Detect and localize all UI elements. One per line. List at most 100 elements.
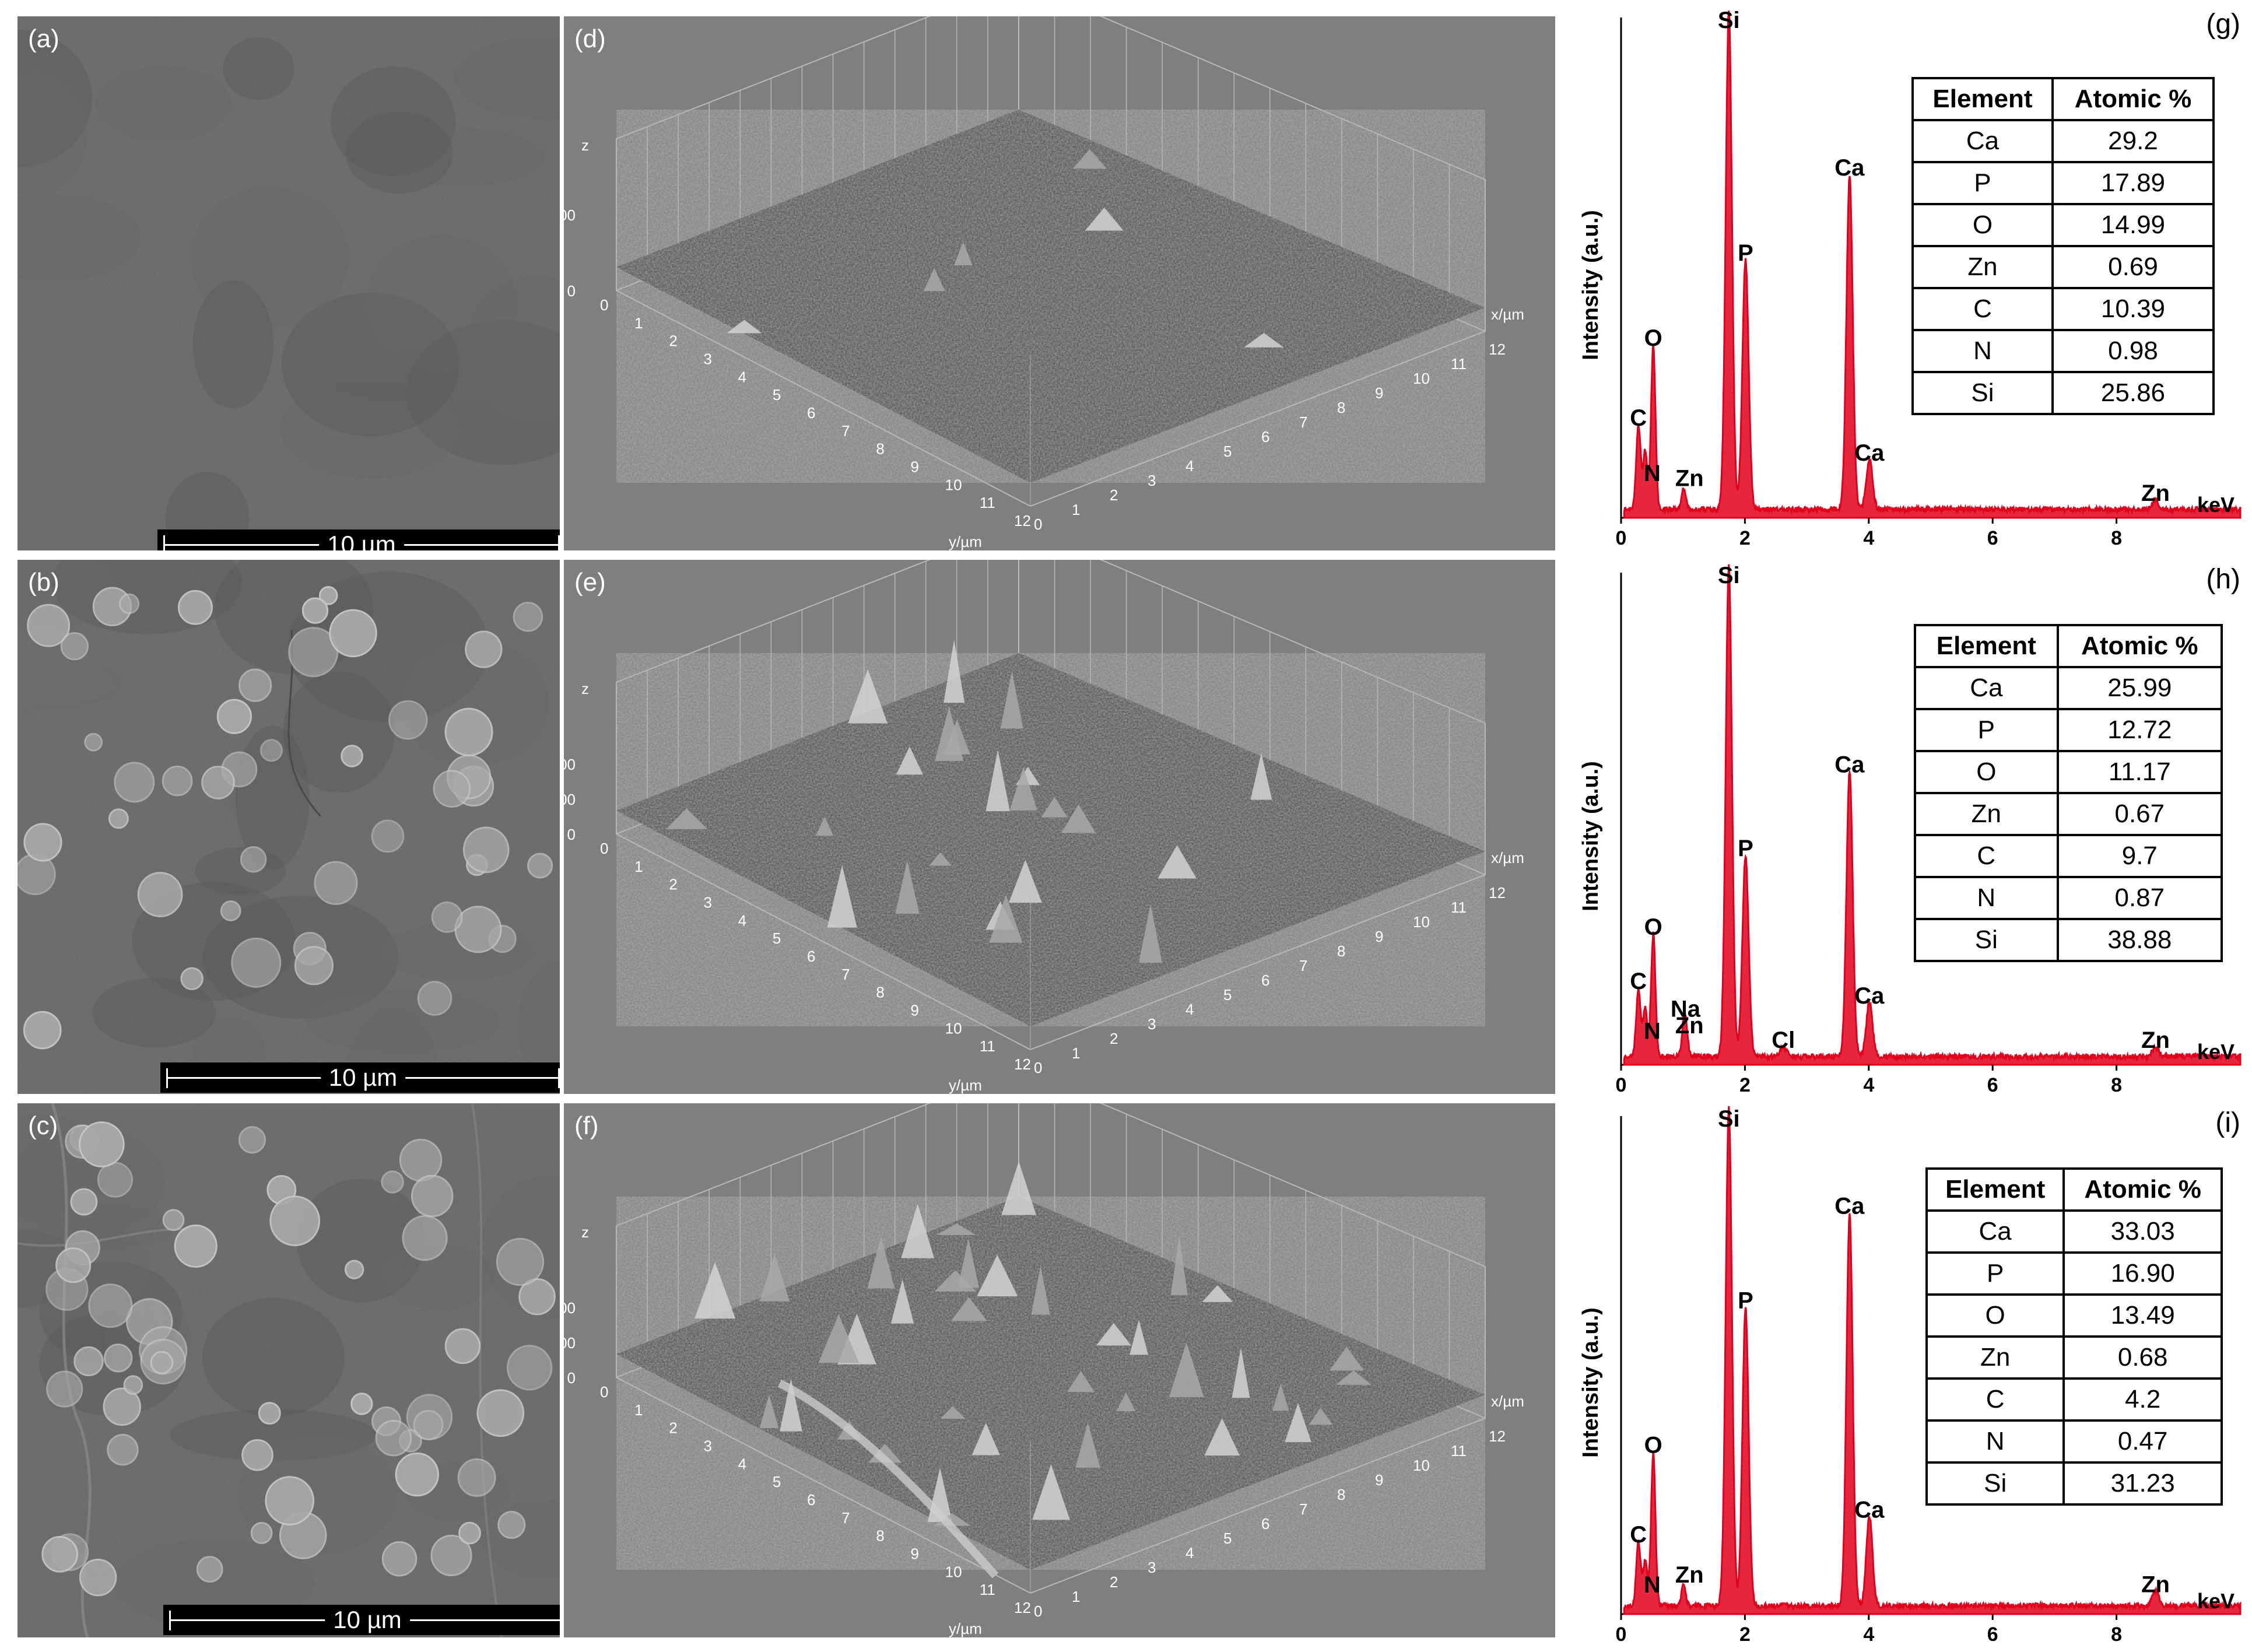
atomic-table-g: Element Atomic % Ca 29.2 P 17.89 O 14.99 Zn 0…: [1911, 77, 2215, 415]
peak-label: Si: [1718, 8, 1740, 33]
x-tick-label: 6: [1261, 428, 1269, 446]
particle: [527, 853, 553, 879]
x-axis-label: keV: [2197, 1589, 2235, 1613]
sem-image-c: (c) 10 µm: [17, 1103, 560, 1637]
x-tick-label: 9: [1375, 1471, 1383, 1489]
particle: [294, 946, 334, 985]
peak-label: Ca: [1854, 983, 1885, 1009]
particle: [118, 593, 140, 614]
x-tick-label: 10: [1413, 370, 1430, 387]
x-tick-label: 0: [1034, 1602, 1042, 1620]
y-tick-label: 11: [980, 1581, 995, 1598]
surface-plot-svg: 001122334455667788991010111112120100200z…: [564, 1103, 1524, 1637]
atomic-table-h: Element Atomic % Ca 25.99 P 12.72 O 11.17 Zn…: [1914, 624, 2223, 962]
table-row: P 17.89: [1911, 161, 2215, 205]
x-tick-label: 4: [1185, 457, 1194, 475]
peak-label: Ca: [1834, 1193, 1865, 1219]
table-header-element: Element: [1911, 77, 2054, 121]
particle: [238, 1126, 266, 1154]
x-tick-label: 10: [1413, 913, 1430, 931]
x-tick-label: 6: [1261, 1515, 1269, 1532]
x-tick-label: 6: [1987, 1074, 1998, 1096]
particle: [350, 1393, 373, 1415]
peak-label: N: [1644, 1019, 1661, 1044]
y-tick-label: 12: [1014, 1599, 1031, 1616]
x-tick-label: 0: [1616, 1074, 1627, 1096]
y-tick-label: 8: [876, 1527, 884, 1545]
x-tick-label: 2: [1110, 1573, 1118, 1591]
x-tick-label: 4: [1863, 1074, 1874, 1096]
particle: [341, 745, 363, 767]
y-tick-label: 12: [1014, 1055, 1031, 1073]
z-tick-label: 200: [564, 756, 576, 773]
y-axis-label: y/µm: [949, 1076, 982, 1094]
peak-label: Ca: [1834, 155, 1865, 181]
y-axis-label: y/µm: [949, 533, 982, 550]
particle: [259, 739, 283, 762]
x-tick-label: 6: [1261, 971, 1269, 989]
peak-label: Si: [1718, 1106, 1740, 1132]
particle: [399, 1138, 443, 1182]
x-tick-label: 4: [1863, 1623, 1874, 1646]
x-tick-label: 8: [2111, 527, 2122, 549]
z-tick-label: 100: [564, 791, 576, 808]
z-tick-label: 100: [564, 206, 576, 224]
particle: [60, 632, 89, 661]
sem-image-b: (b) 10 µm: [17, 560, 560, 1094]
y-tick-label: 0: [600, 1383, 608, 1401]
spectrum-line: [1623, 564, 2242, 1066]
particle: [288, 627, 339, 678]
table-row: C 10.39: [1911, 287, 2215, 331]
surface-plot-svg: 001122334455667788991010111112120100zx/µ…: [564, 16, 1524, 550]
x-tick-label: 2: [1110, 1030, 1118, 1047]
peak-label: C: [1630, 969, 1647, 994]
particle: [46, 1370, 83, 1408]
particle: [465, 630, 503, 668]
particle: [375, 1419, 412, 1457]
y-tick-label: 2: [669, 332, 677, 350]
particle: [301, 597, 329, 624]
y-tick-label: 7: [841, 966, 850, 983]
particle: [216, 699, 252, 734]
particle: [388, 700, 428, 740]
particle: [250, 1522, 273, 1544]
x-tick-label: 3: [1148, 1015, 1156, 1033]
table-row: Zn 0.69: [1911, 245, 2215, 289]
surface-plot-svg: 001122334455667788991010111112120100200z…: [564, 560, 1524, 1094]
particle: [174, 1224, 218, 1268]
y-tick-label: 10: [945, 1019, 962, 1037]
particle: [381, 1541, 418, 1577]
table-row: O 14.99: [1911, 203, 2215, 247]
x-tick-label: 5: [1223, 986, 1232, 1004]
particle: [444, 1328, 481, 1365]
scale-bar: 10 µm: [163, 1605, 560, 1635]
y-tick-label: 5: [773, 930, 781, 947]
table-row: Ca 25.99: [1914, 666, 2223, 710]
y-tick-label: 3: [704, 894, 712, 911]
y-tick-label: 8: [876, 984, 884, 1001]
y-tick-label: 9: [911, 1002, 919, 1019]
particle: [458, 1521, 481, 1545]
spectrum-line: [1623, 10, 2242, 519]
peak-label: Na: [1671, 996, 1701, 1022]
eds-chart-svg: C N O Zn Si P Ca Ca Zn 0 2 4 6 8 keV Intensity (a.u.): [1578, 8, 2242, 549]
panel-label-b: (b): [28, 568, 59, 597]
x-tick-label: 1: [1072, 501, 1080, 518]
particle: [381, 1170, 404, 1194]
y-tick-label: 7: [841, 1509, 850, 1527]
particle: [258, 1402, 281, 1425]
y-tick-label: 4: [738, 911, 746, 929]
panel-label-f: (f): [574, 1111, 599, 1140]
x-tick-label: 8: [2111, 1074, 2122, 1096]
y-tick-label: 9: [911, 458, 919, 476]
peak-label: P: [1738, 1288, 1753, 1314]
table-row: Ca 29.2: [1911, 119, 2215, 163]
table-row: Si 31.23: [1925, 1461, 2223, 1506]
y-tick-label: 10: [945, 1563, 962, 1580]
particle: [371, 819, 405, 853]
particle: [476, 1389, 525, 1437]
peak-label: N: [1644, 1572, 1661, 1598]
particle: [417, 981, 452, 1016]
y-axis-label: Intensity (a.u.): [1578, 1307, 1603, 1458]
particle: [103, 1387, 141, 1426]
